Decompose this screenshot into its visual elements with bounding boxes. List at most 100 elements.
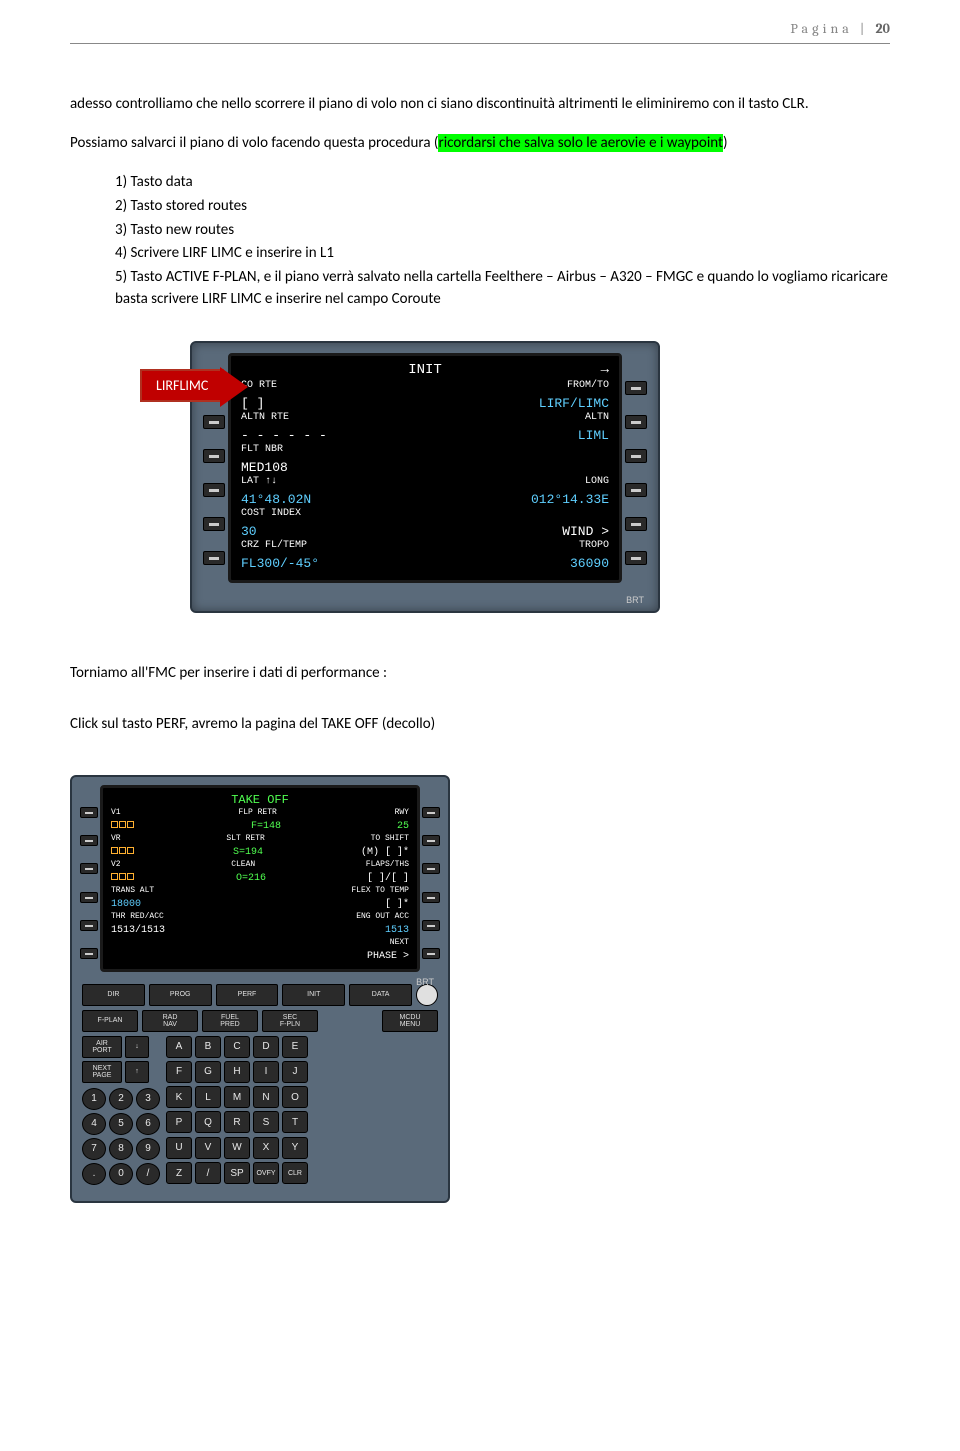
key-x[interactable]: X <box>253 1137 279 1159</box>
lsk-r5[interactable] <box>625 517 647 531</box>
key-perf[interactable]: PERF <box>216 984 279 1006</box>
steps-list: 1) Tasto data2) Tasto stored routes3) Ta… <box>115 172 890 311</box>
key-o[interactable]: O <box>282 1086 308 1108</box>
mcdu-takeoff-panel: TAKE OFF V1FLP RETRRWYF=14825VRSLT RETRT… <box>70 775 450 1203</box>
key-ovfy[interactable]: OVFY <box>253 1162 279 1184</box>
key-up-arrow[interactable]: ↑ <box>125 1061 149 1083</box>
lsk-right-column <box>622 353 650 583</box>
key-init[interactable]: INIT <box>282 984 345 1006</box>
key-d[interactable]: D <box>253 1036 279 1058</box>
list-item: 1) Tasto data <box>115 172 890 194</box>
lsk-l3[interactable] <box>203 449 225 463</box>
lsk-r4[interactable] <box>625 483 647 497</box>
mcdu-keypad: DIR PROG PERF INIT DATA F-PLAN RADNAV FU… <box>78 980 442 1189</box>
key-1[interactable]: 1 <box>82 1088 106 1110</box>
brt-label: BRT <box>416 977 434 987</box>
list-item: 5) Tasto ACTIVE F-PLAN, e il piano verrà… <box>115 267 890 311</box>
mcdu-title: TAKE OFF <box>111 793 409 807</box>
key-nextpage[interactable]: NEXTPAGE <box>82 1061 122 1083</box>
lsk-r2[interactable] <box>625 415 647 429</box>
lsk-l6[interactable] <box>80 948 98 959</box>
fmc-screen: INIT → CO RTEFROM/TO[ ]LIRF/LIMCALTN RTE… <box>228 353 622 583</box>
lsk-r3[interactable] <box>625 449 647 463</box>
lsk-r1[interactable] <box>422 807 440 818</box>
key-prog[interactable]: PROG <box>149 984 212 1006</box>
lsk-r6[interactable] <box>625 551 647 565</box>
paragraph-1: adesso controlliamo che nello scorrere i… <box>70 94 890 115</box>
key-fplan[interactable]: F-PLAN <box>82 1010 138 1032</box>
key-v[interactable]: V <box>195 1137 221 1159</box>
key-r[interactable]: R <box>224 1111 250 1133</box>
fmc-title: INIT → <box>241 362 609 378</box>
lsk-r1[interactable] <box>625 381 647 395</box>
key-9[interactable]: 9 <box>136 1138 160 1160</box>
lsk-l3[interactable] <box>80 863 98 874</box>
key-n[interactable]: N <box>253 1086 279 1108</box>
key-l[interactable]: L <box>195 1086 221 1108</box>
list-item: 2) Tasto stored routes <box>115 196 890 218</box>
lsk-r3[interactable] <box>422 863 440 874</box>
key-p[interactable]: P <box>166 1111 192 1133</box>
page-header: Pagina | 20 <box>70 20 890 43</box>
key-sp[interactable]: SP <box>224 1162 250 1184</box>
key-0[interactable]: 0 <box>109 1163 133 1185</box>
lsk-r4[interactable] <box>422 892 440 903</box>
lsk-l5[interactable] <box>203 517 225 531</box>
key-c[interactable]: C <box>224 1036 250 1058</box>
lsk-l6[interactable] <box>203 551 225 565</box>
key-secfpln[interactable]: SECF-PLN <box>262 1010 318 1032</box>
fmc-init-panel: INIT → CO RTEFROM/TO[ ]LIRF/LIMCALTN RTE… <box>190 341 660 613</box>
lsk-l5[interactable] <box>80 920 98 931</box>
key-g[interactable]: G <box>195 1061 221 1083</box>
key-2[interactable]: 2 <box>109 1088 133 1110</box>
key-t[interactable]: T <box>282 1111 308 1133</box>
key-w[interactable]: W <box>224 1137 250 1159</box>
key-6[interactable]: 6 <box>136 1113 160 1135</box>
key-y[interactable]: Y <box>282 1137 308 1159</box>
key-a[interactable]: A <box>166 1036 192 1058</box>
key-m[interactable]: M <box>224 1086 250 1108</box>
key-brt[interactable] <box>416 984 438 1006</box>
key-z[interactable]: Z <box>166 1162 192 1184</box>
lsk-l2[interactable] <box>203 415 225 429</box>
key-airport[interactable]: AIRPORT <box>82 1036 122 1058</box>
lsk-l4[interactable] <box>203 483 225 497</box>
key-fuelpred[interactable]: FUELPRED <box>202 1010 258 1032</box>
key-e[interactable]: E <box>282 1036 308 1058</box>
key-3[interactable]: 3 <box>136 1088 160 1110</box>
highlight-text: ricordarsi che salva solo le aerovie e i… <box>438 134 723 152</box>
key-k[interactable]: K <box>166 1086 192 1108</box>
key-5[interactable]: 5 <box>109 1113 133 1135</box>
lsk-r6[interactable] <box>422 948 440 959</box>
key-clr[interactable]: CLR <box>282 1162 308 1184</box>
key-4[interactable]: 4 <box>82 1113 106 1135</box>
key-mcdumenu[interactable]: MCDUMENU <box>382 1010 438 1032</box>
lsk-r2[interactable] <box>422 835 440 846</box>
key-u[interactable]: U <box>166 1137 192 1159</box>
list-item: 3) Tasto new routes <box>115 220 890 242</box>
key-/[interactable]: / <box>195 1162 221 1184</box>
key-data[interactable]: DATA <box>349 984 412 1006</box>
key-down-arrow[interactable]: ↓ <box>125 1036 149 1058</box>
key-s[interactable]: S <box>253 1111 279 1133</box>
lsk-l1[interactable] <box>80 807 98 818</box>
key-8[interactable]: 8 <box>109 1138 133 1160</box>
key-dir[interactable]: DIR <box>82 984 145 1006</box>
key-/[interactable]: / <box>136 1163 160 1185</box>
key-b[interactable]: B <box>195 1036 221 1058</box>
lsk-l2[interactable] <box>80 835 98 846</box>
paragraph-3: Torniamo all'FMC per inserire i dati di … <box>70 663 890 684</box>
paragraph-2: Possiamo salvarci il piano di volo facen… <box>70 133 890 154</box>
lsk-l4[interactable] <box>80 892 98 903</box>
key-q[interactable]: Q <box>195 1111 221 1133</box>
key-j[interactable]: J <box>282 1061 308 1083</box>
key-radnav[interactable]: RADNAV <box>142 1010 198 1032</box>
key-f[interactable]: F <box>166 1061 192 1083</box>
key-h[interactable]: H <box>224 1061 250 1083</box>
key-.[interactable]: . <box>82 1163 106 1185</box>
key-i[interactable]: I <box>253 1061 279 1083</box>
lirflimc-arrow: LIRFLIMC <box>140 369 224 402</box>
lsk-r5[interactable] <box>422 920 440 931</box>
brt-label: BRT <box>626 595 644 605</box>
key-7[interactable]: 7 <box>82 1138 106 1160</box>
